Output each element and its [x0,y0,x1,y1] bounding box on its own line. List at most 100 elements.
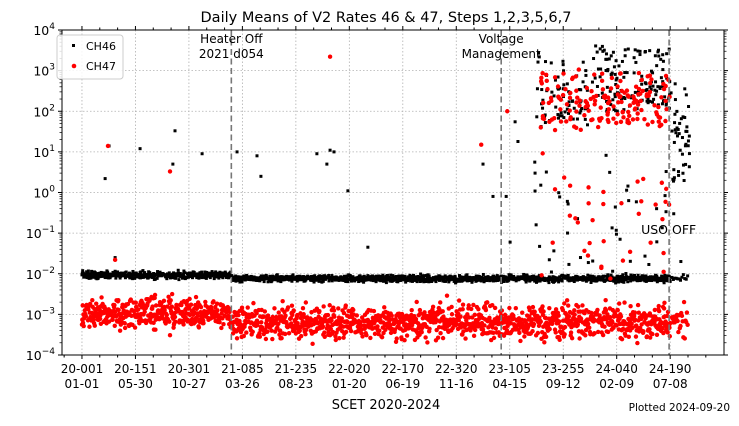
point-ch47 [92,323,97,328]
point-ch46 [613,72,617,76]
point-ch46 [204,276,208,280]
point-ch46 [580,106,584,110]
point-ch47 [660,216,665,222]
point-ch46 [681,115,685,119]
point-ch47 [634,323,639,328]
point-ch47 [582,113,587,118]
point-ch47 [472,327,478,333]
point-ch47 [568,90,573,96]
point-ch47 [545,86,550,92]
point-ch46 [684,142,688,146]
point-ch46 [418,280,422,284]
point-ch46 [465,273,469,277]
point-ch46 [684,129,688,133]
point-ch46 [561,63,565,67]
point-ch47 [167,332,173,338]
point-ch46 [262,275,266,279]
x-tick-sublabel: 09-12 [546,377,581,391]
point-ch47 [560,92,566,98]
point-ch47 [663,118,668,124]
point-ch47 [152,292,158,298]
point-ch46 [655,64,659,68]
point-ch47 [133,300,138,305]
point-ch47 [137,321,142,326]
point-ch47 [244,330,249,335]
point-ch47 [682,336,687,341]
point-ch46 [270,279,274,283]
point-ch46 [606,273,610,277]
point-ch46 [623,275,627,279]
point-ch47 [603,308,609,313]
point-ch46 [663,95,667,99]
point-ch46 [470,280,474,284]
point-ch47 [539,75,544,81]
point-ch47 [377,328,382,333]
point-ch46 [661,275,665,279]
point-ch47 [631,313,637,319]
point-ch46 [642,274,646,278]
point-ch46 [623,54,627,58]
point-ch47 [187,296,192,302]
point-ch47 [685,322,690,328]
point-ch46 [672,168,676,172]
point-ch47 [438,330,443,336]
point-ch47 [250,329,255,334]
point-ch47 [608,276,613,281]
point-ch47 [330,329,336,335]
point-ch47 [606,95,611,100]
point-ch47 [142,309,147,315]
point-ch47 [458,325,464,330]
point-ch46 [565,199,569,203]
point-ch47 [132,325,138,330]
point-ch47 [560,307,566,313]
point-ch47 [162,307,167,313]
point-ch46 [683,144,687,148]
point-ch46 [561,59,565,63]
point-ch46 [664,210,668,214]
point-ch47 [402,337,407,343]
point-ch46 [567,103,571,107]
point-ch47 [538,79,544,84]
point-ch46 [427,274,431,278]
point-ch47 [556,313,561,318]
axis-ticks: 20-00101-0120-15105-3020-30110-2721-0850… [26,22,728,391]
point-ch47 [263,336,269,342]
point-ch46 [661,80,665,84]
point-ch46 [537,51,541,55]
point-ch46 [681,273,685,277]
point-ch47 [325,312,331,318]
point-ch47 [656,114,661,120]
point-ch46 [673,112,677,116]
point-ch47 [561,71,566,76]
point-ch46 [202,273,206,277]
point-ch46 [103,276,107,280]
point-ch46 [686,139,690,143]
point-ch47 [624,88,630,93]
point-ch46 [567,100,571,104]
point-ch46 [678,121,682,125]
x-tick-label: 23-255 [542,362,585,376]
point-ch47 [518,338,523,344]
point-ch46 [679,117,683,121]
point-ch47 [201,320,206,326]
point-ch46 [622,108,626,112]
point-ch47 [322,330,327,335]
point-ch46 [538,244,542,248]
point-ch47 [540,114,546,119]
point-ch46 [394,276,398,280]
point-ch47 [491,335,497,341]
point-ch47 [261,314,267,319]
point-ch47 [605,312,610,317]
point-ch46 [430,279,434,283]
point-ch46 [226,272,230,276]
point-ch46 [672,178,676,182]
point-ch46 [559,111,563,115]
point-ch46 [263,277,267,281]
point-ch47 [333,337,338,343]
legend-marker-ch47 [71,63,77,69]
point-ch46 [539,183,543,187]
point-ch46 [614,232,618,236]
point-ch46 [561,87,565,91]
point-ch47 [605,117,611,123]
point-ch47 [587,325,592,330]
